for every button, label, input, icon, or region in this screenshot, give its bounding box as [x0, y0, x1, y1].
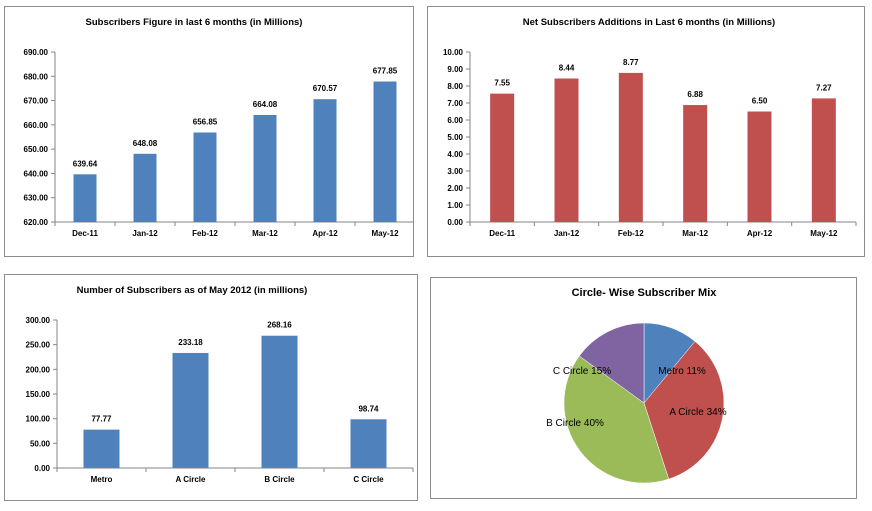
data-label: 77.77 — [91, 415, 112, 424]
y-tick-label: 50.00 — [30, 439, 51, 448]
bar — [747, 111, 772, 222]
pie-slice — [578, 322, 645, 404]
y-tick-label: 100.00 — [26, 415, 51, 424]
y-tick-label: 5.00 — [447, 133, 463, 142]
bar — [193, 132, 217, 222]
subscribers-chart-panel: Subscribers Figure in last 6 months (in … — [4, 6, 414, 257]
bar — [313, 99, 337, 222]
bar — [253, 114, 277, 222]
data-label: 233.18 — [178, 338, 203, 347]
data-label: 6.88 — [687, 90, 703, 99]
x-tick-label: May-12 — [371, 229, 399, 238]
bar — [683, 105, 708, 222]
bar — [133, 153, 157, 222]
subscribers-bar-chart: Subscribers Figure in last 6 months (in … — [24, 17, 413, 238]
data-label: 648.08 — [133, 139, 158, 148]
y-tick-label: 200.00 — [26, 365, 51, 374]
bar — [73, 174, 97, 222]
y-tick-label: 10.00 — [443, 48, 464, 57]
net-additions-chart-panel: Net Subscribers Additions in Last 6 mont… — [427, 6, 865, 257]
bar — [261, 335, 298, 468]
pie-slice — [643, 341, 725, 480]
y-tick-label: 0.00 — [34, 464, 50, 473]
x-tick-label: Jan-12 — [554, 229, 580, 238]
y-tick-label: 2.00 — [447, 184, 463, 193]
y-tick-label: 650.00 — [24, 145, 49, 154]
x-tick-label: May-12 — [810, 229, 838, 238]
circle-subscribers-chart-panel: Number of Subscribers as of May 2012 (in… — [4, 274, 418, 501]
bar — [618, 72, 643, 222]
y-tick-label: 620.00 — [24, 218, 49, 227]
y-tick-label: 1.00 — [447, 201, 463, 210]
chart-title: Circle- Wise Subscriber Mix — [572, 287, 718, 299]
y-tick-label: 7.00 — [447, 99, 463, 108]
subscriber-mix-chart-panel: Circle- Wise Subscriber Mix Metro 11% A C… — [430, 277, 857, 499]
data-label: 268.16 — [267, 321, 292, 330]
bar — [490, 93, 515, 223]
data-label: 656.85 — [193, 118, 218, 127]
slice-label: C Circle 15% — [553, 366, 611, 377]
x-tick-label: Dec-11 — [72, 229, 98, 238]
y-tick-label: 3.00 — [447, 167, 463, 176]
x-tick-label: Feb-12 — [192, 229, 218, 238]
y-tick-label: 660.00 — [24, 121, 49, 130]
x-tick-label: A Circle — [176, 475, 206, 484]
data-label: 664.08 — [253, 100, 278, 109]
bar — [172, 352, 209, 468]
slice-label: B Circle 40% — [546, 418, 604, 429]
y-tick-label: 640.00 — [24, 169, 49, 178]
y-tick-label: 150.00 — [26, 390, 51, 399]
y-tick-label: 690.00 — [24, 48, 49, 57]
pie-slice — [563, 355, 670, 484]
net-additions-bar-chart: Net Subscribers Additions in Last 6 mont… — [443, 17, 857, 238]
data-label: 7.55 — [494, 79, 510, 88]
subscriber-mix-pie-chart: Circle- Wise Subscriber Mix Metro 11% A C… — [546, 287, 727, 484]
y-tick-label: 6.00 — [447, 116, 463, 125]
y-tick-label: 680.00 — [24, 72, 49, 81]
y-tick-label: 0.00 — [447, 218, 463, 227]
bar — [554, 78, 579, 223]
chart-title: Net Subscribers Additions in Last 6 mont… — [523, 17, 775, 28]
y-tick-label: 9.00 — [447, 65, 463, 74]
x-tick-label: Metro — [91, 475, 113, 484]
x-tick-label: Apr-12 — [312, 229, 338, 238]
x-tick-label: Jan-12 — [132, 229, 158, 238]
data-label: 7.27 — [816, 83, 832, 92]
data-label: 670.57 — [313, 84, 338, 93]
x-tick-label: C Circle — [353, 475, 384, 484]
x-tick-label: Mar-12 — [252, 229, 278, 238]
data-label: 8.44 — [559, 64, 575, 73]
bar — [373, 81, 397, 222]
x-tick-label: Dec-11 — [489, 229, 515, 238]
x-tick-label: Feb-12 — [618, 229, 644, 238]
chart-title: Subscribers Figure in last 6 months (in … — [86, 17, 303, 28]
x-tick-label: Mar-12 — [682, 229, 708, 238]
y-tick-label: 670.00 — [24, 97, 49, 106]
slice-label: A Circle 34% — [669, 407, 726, 418]
bar — [350, 419, 387, 468]
bar — [811, 98, 836, 222]
y-tick-label: 300.00 — [26, 316, 51, 325]
y-tick-label: 250.00 — [26, 341, 51, 350]
data-label: 639.64 — [73, 159, 98, 168]
x-tick-label: Apr-12 — [747, 229, 773, 238]
y-tick-label: 630.00 — [24, 194, 49, 203]
data-label: 98.74 — [358, 404, 379, 413]
data-label: 677.85 — [373, 67, 398, 76]
x-tick-label: B Circle — [264, 475, 295, 484]
data-label: 8.77 — [623, 58, 639, 67]
circle-subscribers-bar-chart: Number of Subscribers as of May 2012 (in… — [26, 285, 414, 484]
y-tick-label: 4.00 — [447, 150, 463, 159]
data-label: 6.50 — [752, 97, 768, 106]
slice-label: Metro 11% — [658, 366, 706, 377]
bar — [83, 429, 120, 468]
chart-title: Number of Subscribers as of May 2012 (in… — [77, 285, 308, 296]
y-tick-label: 8.00 — [447, 82, 463, 91]
